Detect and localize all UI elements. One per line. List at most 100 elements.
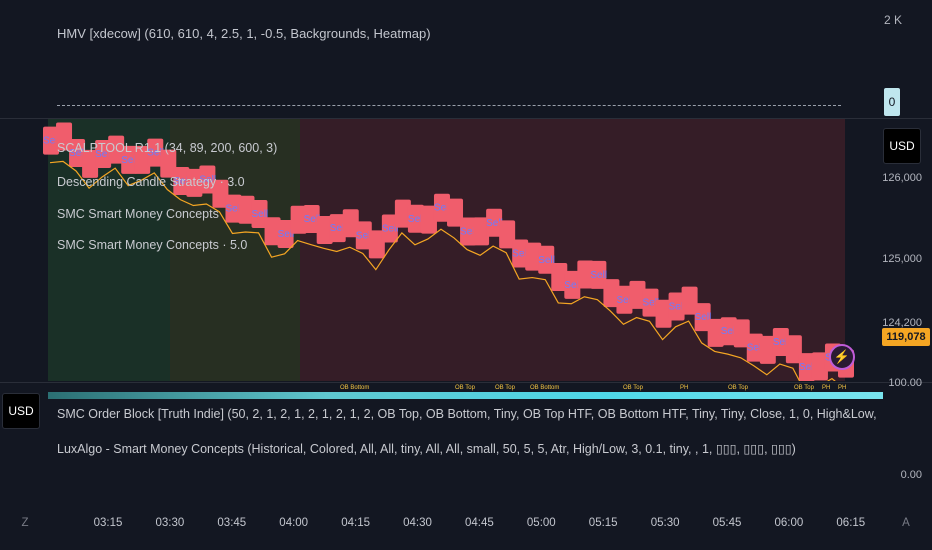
- ob-label: PH: [822, 385, 831, 391]
- hmv-legend[interactable]: HMV [xdecow] (610, 610, 4, 2.5, 1, -0.5,…: [57, 26, 431, 41]
- indicator-descending-candle[interactable]: Descending Candle Strategy · 3.0: [57, 175, 245, 189]
- pane-divider-top[interactable]: [0, 118, 932, 119]
- sell-candle: [590, 260, 607, 289]
- sell-candle: [394, 199, 411, 228]
- sell-label: Sell: [304, 214, 321, 225]
- sell-label: Sell: [695, 312, 712, 323]
- sell-candle: [420, 205, 437, 234]
- sell-candle: [433, 193, 450, 222]
- right-axis-button[interactable]: A: [902, 517, 910, 529]
- sell-label: Sell: [199, 175, 216, 186]
- sell-candle: [173, 167, 190, 196]
- sell-candle: [759, 335, 776, 364]
- price-label-124200: 124,200: [882, 317, 922, 329]
- pane-divider-lower[interactable]: [0, 382, 932, 383]
- lower-price-label-100: 100.00: [888, 377, 922, 389]
- sell-label: Sell: [643, 298, 660, 309]
- sell-candle: [316, 215, 333, 244]
- ob-label: PH: [680, 385, 689, 391]
- lower-pane[interactable]: OB Bottom OB Top OB Top OB Bottom OB Top PH OB…: [0, 377, 932, 510]
- sell-label: Sell: [69, 148, 86, 159]
- sell-candle: [811, 352, 828, 381]
- indicator-luxalgo-smc[interactable]: LuxAlgo - Smart Money Concepts (Historic…: [57, 442, 796, 456]
- sell-candle: [603, 279, 620, 308]
- sell-label: Sell: [460, 227, 477, 238]
- time-axis[interactable]: [0, 510, 932, 550]
- indicator-smc-order-block[interactable]: SMC Order Block [Truth Indie] (50, 2, 1,…: [57, 407, 877, 421]
- time-label: 04:30: [403, 517, 432, 529]
- time-label: 03:45: [217, 517, 247, 529]
- sell-label: Sell: [721, 326, 738, 337]
- ob-gradient-bar: [48, 392, 883, 399]
- time-label: 06:15: [836, 517, 866, 529]
- left-axis-button[interactable]: Z: [21, 517, 29, 529]
- sell-candle: [355, 221, 372, 250]
- sell-label: Sell: [252, 209, 269, 220]
- band-line: [49, 160, 836, 381]
- price-label-126000: 126,000: [882, 172, 922, 184]
- sell-candle: [499, 220, 516, 249]
- ob-label: OB Bottom: [340, 385, 370, 391]
- sell-label: Sell: [408, 214, 425, 225]
- sell-candle: [668, 292, 685, 321]
- sell-candle: [121, 145, 138, 174]
- price-label-125000: 125,000: [882, 253, 922, 265]
- sell-label: Sell: [330, 223, 347, 234]
- hmv-pane: HMV [xdecow] (610, 610, 4, 2.5, 1, -0.5,…: [0, 0, 932, 116]
- time-label: 06:00: [774, 517, 804, 529]
- currency-button-main[interactable]: USD: [883, 128, 921, 164]
- sell-label: Sell: [278, 229, 295, 240]
- sell-label: Sell: [590, 270, 607, 281]
- sell-candle: [785, 335, 802, 364]
- sell-candle: [56, 122, 73, 151]
- sell-label: Sell: [773, 337, 790, 348]
- time-label: 03:30: [155, 517, 185, 529]
- lightning-icon[interactable]: ⚡: [829, 344, 855, 370]
- sell-candle: [199, 165, 216, 194]
- hmv-value-badge: 0: [884, 88, 900, 116]
- sell-candle: [108, 135, 125, 164]
- sell-candle: [290, 205, 307, 234]
- indicator-scalptool[interactable]: SCALPTOOL R1.1 (34, 89, 200, 600, 3): [57, 141, 278, 155]
- sell-candle: [407, 204, 424, 233]
- lower-price-label-0: 0.00: [900, 469, 922, 481]
- sell-label: Sell: [486, 218, 503, 229]
- main-chart-pane[interactable]: Sell Sell Sell Sell Sell Sell Sell Sell Sell Sell…: [0, 119, 932, 381]
- sell-candle: [746, 333, 763, 362]
- sell-label: Sell: [538, 255, 555, 266]
- ob-label: OB Top: [794, 385, 814, 391]
- time-label: 04:45: [465, 517, 494, 529]
- sell-candle: [629, 280, 646, 309]
- sell-label: Sell: [121, 155, 138, 166]
- sell-candle: [43, 126, 59, 155]
- indicator-smc[interactable]: SMC Smart Money Concepts: [57, 207, 219, 221]
- sell-candle: [147, 138, 164, 167]
- hmv-zero-line: [57, 105, 841, 106]
- sell-candle: [694, 303, 711, 332]
- sell-label: Sell: [747, 343, 764, 354]
- sell-label: Sell: [356, 230, 373, 241]
- ob-label: OB Top: [728, 385, 748, 391]
- sell-candle: [798, 353, 815, 381]
- currency-button-lower[interactable]: USD: [2, 393, 40, 429]
- sell-candle: [329, 214, 346, 243]
- sell-candle: [460, 217, 477, 246]
- sell-candle: [212, 179, 229, 208]
- sell-candle: [447, 198, 464, 227]
- time-label: 04:15: [341, 517, 370, 529]
- indicator-smc-5[interactable]: SMC Smart Money Concepts · 5.0: [57, 238, 248, 252]
- time-label: 05:15: [588, 517, 618, 529]
- time-label: 05:45: [712, 517, 742, 529]
- sell-candle: [772, 328, 789, 357]
- sell-candle: [681, 286, 698, 315]
- sell-candle: [473, 217, 490, 246]
- time-label: 03:15: [93, 517, 123, 529]
- sell-candle: [251, 199, 268, 228]
- sell-label: Sell: [382, 223, 399, 234]
- sell-candle: [264, 217, 281, 246]
- sell-candle: [69, 138, 86, 167]
- time-label: 05:00: [526, 517, 556, 529]
- ob-label: OB Top: [495, 385, 515, 391]
- sell-candle: [512, 239, 529, 268]
- sell-label: Sell: [564, 280, 581, 291]
